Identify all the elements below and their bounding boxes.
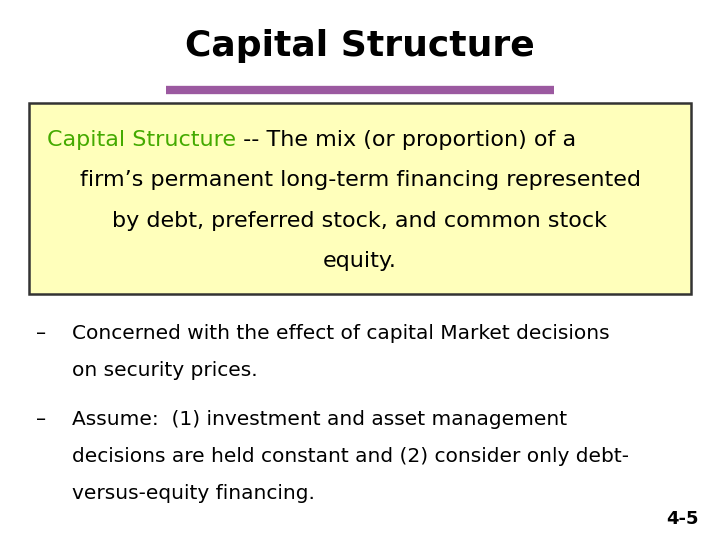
Text: -- The mix (or proportion) of a: -- The mix (or proportion) of a: [236, 130, 576, 150]
Text: Concerned with the effect of capital Market decisions: Concerned with the effect of capital Mar…: [72, 324, 610, 343]
Text: on security prices.: on security prices.: [72, 361, 258, 380]
Text: –: –: [36, 410, 46, 429]
Text: Capital Structure: Capital Structure: [185, 29, 535, 63]
Text: equity.: equity.: [323, 251, 397, 271]
Text: 4-5: 4-5: [666, 510, 698, 528]
Text: Capital Structure: Capital Structure: [47, 130, 236, 150]
Text: firm’s permanent long-term financing represented: firm’s permanent long-term financing rep…: [79, 170, 641, 190]
Text: by debt, preferred stock, and common stock: by debt, preferred stock, and common sto…: [112, 211, 608, 231]
FancyBboxPatch shape: [29, 103, 691, 294]
Text: –: –: [36, 324, 46, 343]
Text: versus-equity financing.: versus-equity financing.: [72, 484, 315, 503]
Text: decisions are held constant and (2) consider only debt-: decisions are held constant and (2) cons…: [72, 447, 629, 466]
Text: Assume:  (1) investment and asset management: Assume: (1) investment and asset managem…: [72, 410, 567, 429]
